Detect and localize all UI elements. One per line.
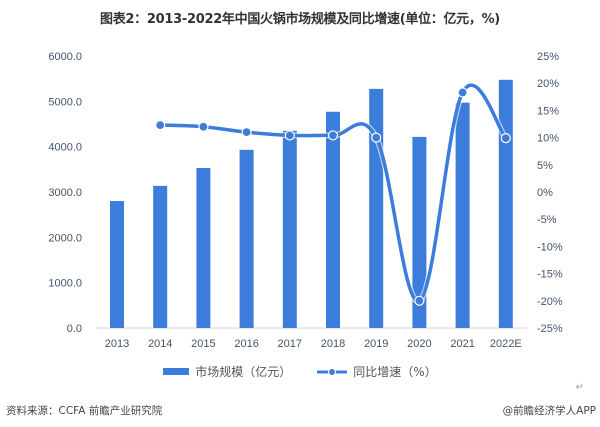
bar-2017: [282, 130, 297, 328]
bar-2018: [326, 111, 340, 328]
x-tick-label: 2016: [234, 338, 258, 350]
bar-2021: [455, 102, 470, 329]
bar-2013: [110, 201, 124, 328]
left-tick-label: 6000.0: [48, 51, 82, 63]
x-tick-label: 2020: [407, 338, 431, 350]
line-point-marker: [414, 295, 425, 306]
right-tick-label: 15%: [537, 105, 559, 117]
x-tick-label: 2013: [105, 338, 129, 350]
legend-label-market-size: 市场规模（亿元）: [195, 365, 292, 379]
x-tick-label: 2014: [148, 338, 172, 350]
line-point-marker: [198, 121, 209, 132]
legend-item-growth: 同比增速（%）: [317, 363, 437, 380]
bar-2016: [239, 149, 254, 328]
right-y-axis: 25% 20% 15% 10% 5% 0% -5% -10% -15% -20% -25%: [537, 51, 563, 335]
left-tick-label: 0.0: [67, 323, 82, 335]
line-point-marker: [500, 133, 511, 144]
line-point-marker: [284, 130, 295, 141]
right-tick-label: 25%: [537, 51, 559, 63]
right-tick-label: 5%: [537, 160, 553, 172]
left-tick-label: 4000.0: [48, 142, 82, 154]
right-tick-label: -20%: [537, 296, 563, 308]
credit-note: @前瞻经济学人APP: [502, 405, 596, 417]
right-tick-label: -5%: [537, 214, 557, 226]
bar-2014: [153, 185, 168, 328]
source-note: 资料来源：CCFA 前瞻产业研究院: [6, 405, 163, 417]
left-tick-label: 5000.0: [48, 96, 82, 108]
left-tick-label: 1000.0: [48, 278, 82, 290]
bar-2022E: [498, 79, 513, 328]
legend-item-market-size: 市场规模（亿元）: [163, 363, 291, 380]
x-tick-label: 2017: [278, 338, 302, 350]
right-tick-label: 10%: [537, 133, 559, 145]
line-point-marker: [457, 87, 468, 98]
line-series-growth: [155, 82, 511, 306]
x-tick-label: 2018: [321, 338, 345, 350]
right-tick-label: -15%: [537, 269, 563, 281]
line-point-marker: [155, 119, 166, 131]
growth-line: [160, 83, 508, 303]
bar-swatch-icon: [163, 368, 190, 375]
right-tick-label: 20%: [537, 78, 559, 90]
line-point-marker: [241, 127, 252, 138]
right-tick-label: -10%: [537, 241, 563, 253]
x-tick-label: 2019: [364, 338, 388, 350]
x-axis-labels: 2013 2014 2015 2016 2017 2018 2019 2020 2021 2022…: [105, 338, 522, 350]
bar-2020: [412, 136, 427, 328]
chart-title: 图表2：2013-2022年中国火锅市场规模及同比增速(单位：亿元，%): [100, 12, 500, 27]
line-marker-swatch-icon: [317, 367, 348, 376]
bar-2015: [196, 167, 211, 328]
line-point-marker: [327, 130, 339, 141]
left-tick-label: 3000.0: [48, 187, 82, 199]
bar-series-market-size: [110, 79, 513, 329]
line-point-marker: [371, 132, 382, 143]
x-tick-label: 2021: [450, 338, 474, 350]
legend-label-growth: 同比增速（%）: [353, 365, 437, 379]
right-tick-label: -25%: [537, 323, 563, 335]
legend: 市场规模（亿元） 同比增速（%）: [0, 363, 600, 380]
x-tick-label: 2022E: [490, 338, 522, 350]
left-tick-label: 2000.0: [48, 232, 82, 244]
left-y-axis: 0.0 1000.0 2000.0 3000.0 4000.0 5000.0 6000.0: [48, 51, 82, 335]
right-tick-label: 0%: [537, 187, 553, 199]
return-mark: ↵: [575, 382, 584, 393]
x-tick-label: 2015: [191, 338, 215, 350]
bar-2019: [369, 88, 384, 328]
